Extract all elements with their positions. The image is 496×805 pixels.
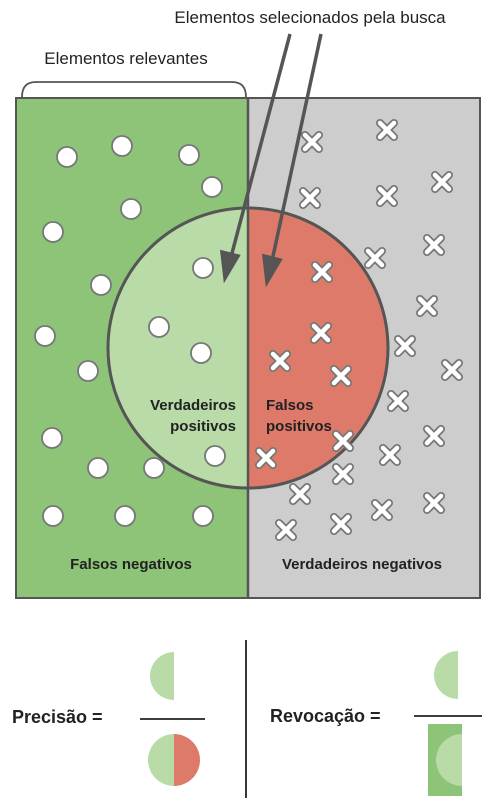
recall-label: Revocação = (270, 706, 381, 726)
irrelevant-item (334, 517, 348, 531)
precision-denominator-right (174, 734, 200, 786)
arrow-to-false-positives (270, 33, 323, 262)
irrelevant-item (391, 394, 405, 408)
false-positives-label-line2: positivos (266, 418, 332, 435)
precision-numerator-half-circle (150, 652, 174, 700)
irrelevant-item (334, 369, 348, 383)
true-positives-label-line1: Verdadeiros (150, 397, 236, 414)
selection-arrows (219, 33, 323, 288)
precision-label: Precisão = (12, 707, 103, 727)
selected-elements-label: Elementos selecionados pela busca (174, 8, 446, 27)
true-negatives-label: Verdadeiros negativos (282, 556, 442, 573)
irrelevant-item (427, 429, 441, 443)
irrelevant-item (380, 123, 394, 137)
relevant-item (148, 316, 170, 338)
false-negatives-label: Falsos negativos (70, 556, 192, 573)
relevant-item (190, 342, 212, 364)
relevant-items (34, 135, 226, 527)
relevant-item (90, 274, 112, 296)
recall-numerator-half-circle (434, 651, 458, 699)
relevant-item (178, 144, 200, 166)
relevant-item (42, 505, 64, 527)
relevant-item (120, 198, 142, 220)
irrelevant-item (427, 238, 441, 252)
relevant-brace (21, 81, 247, 98)
irrelevant-item (314, 326, 328, 340)
relevant-item (42, 221, 64, 243)
irrelevant-item (427, 496, 441, 510)
irrelevant-item (305, 135, 319, 149)
irrelevant-item (279, 523, 293, 537)
relevant-item (77, 360, 99, 382)
irrelevant-item (398, 339, 412, 353)
arrow-head-left (219, 249, 241, 284)
relevant-elements-label: Elementos relevantes (44, 49, 207, 68)
irrelevant-item (315, 265, 329, 279)
irrelevant-item (336, 434, 350, 448)
relevant-item (143, 457, 165, 479)
precision-denominator-left (148, 734, 174, 786)
irrelevant-item (445, 363, 459, 377)
relevant-item (34, 325, 56, 347)
arrow-head-right (261, 253, 283, 288)
irrelevant-item (380, 189, 394, 203)
relevant-item (41, 427, 63, 449)
irrelevant-item (273, 354, 287, 368)
recall-denominator-half-circle (436, 734, 462, 786)
relevant-item (114, 505, 136, 527)
irrelevant-item (383, 448, 397, 462)
irrelevant-item (293, 487, 307, 501)
relevant-item (56, 146, 78, 168)
irrelevant-item (259, 451, 273, 465)
irrelevant-item (435, 175, 449, 189)
irrelevant-item (368, 251, 382, 265)
region-labels: Verdadeiros positivos Falsos positivos F… (70, 397, 442, 573)
relevant-item (111, 135, 133, 157)
relevant-item (201, 176, 223, 198)
arrow-to-true-positives (229, 33, 292, 258)
false-positives-label-line1: Falsos (266, 397, 314, 414)
relevant-item (204, 445, 226, 467)
irrelevant-item (303, 191, 317, 205)
relevant-item (192, 505, 214, 527)
irrelevant-item (336, 467, 350, 481)
irrelevant-item (420, 299, 434, 313)
true-positives-label-line2: positivos (170, 418, 236, 435)
relevant-item (192, 257, 214, 279)
relevant-item (87, 457, 109, 479)
irrelevant-item (375, 503, 389, 517)
